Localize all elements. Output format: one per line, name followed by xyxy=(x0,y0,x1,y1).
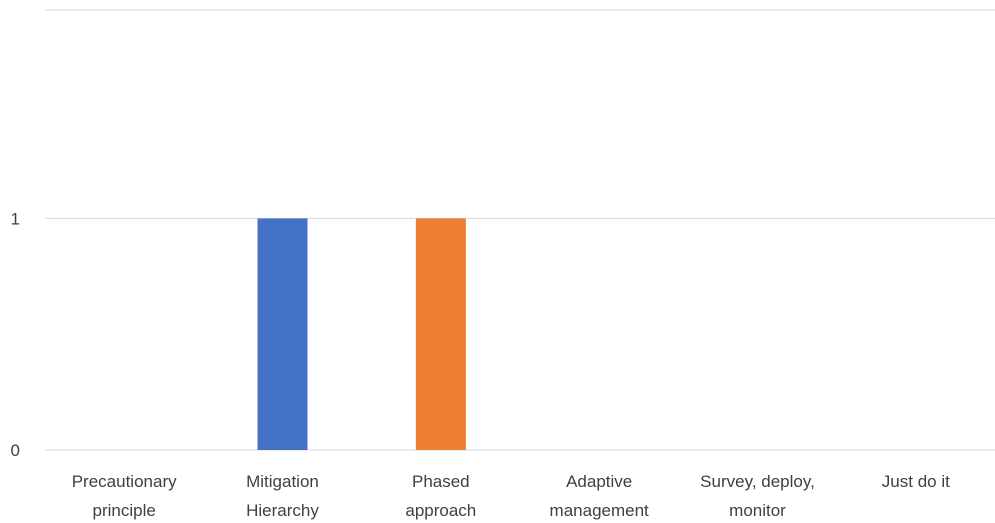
x-category-label-3: Adaptive management xyxy=(550,472,650,520)
y-tick-label-0: 0 xyxy=(11,441,20,460)
x-category-label-0: Precautionary principle xyxy=(72,472,177,520)
x-category-label-4: Survey, deploy, monitor xyxy=(700,472,815,520)
x-axis-category-labels: Precautionary principle Mitigation Hierarch… xyxy=(72,472,950,520)
x-category-label-5: Just do it xyxy=(882,472,950,491)
bar-2 xyxy=(415,218,466,450)
x-category-label-1: Mitigation Hierarchy xyxy=(246,472,319,520)
y-axis-tick-labels: 01 xyxy=(11,209,20,460)
x-category-label-2: Phased approach xyxy=(405,472,476,520)
bars xyxy=(257,218,466,450)
y-tick-label-1: 1 xyxy=(11,209,20,228)
bar-1 xyxy=(257,218,308,450)
gridlines xyxy=(45,9,995,451)
